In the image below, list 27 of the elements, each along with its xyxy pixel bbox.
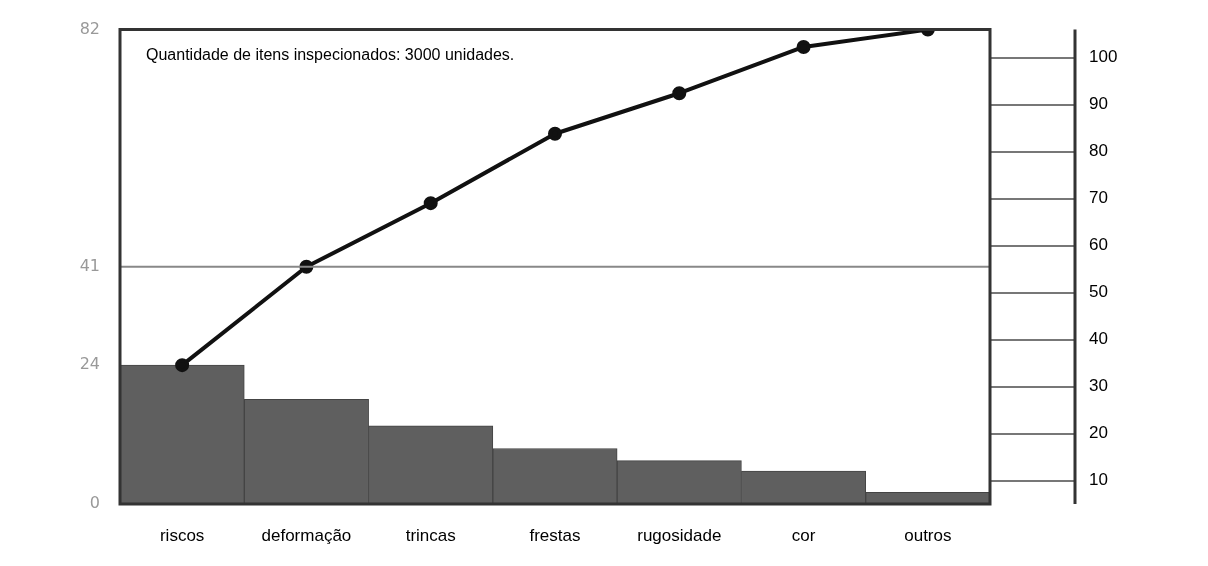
point bbox=[672, 86, 687, 101]
y-tick-label: 82 bbox=[79, 18, 100, 38]
x-tick-label: rugosidade bbox=[637, 525, 722, 545]
y2-tick-label: 60 bbox=[1089, 235, 1108, 255]
y-tick-label: 24 bbox=[79, 354, 100, 374]
y2-tick-label: 70 bbox=[1089, 188, 1108, 208]
x-tick-label: frestas bbox=[529, 525, 581, 545]
annotation: Quantidade de itens inspecionados: 3000 unidades. bbox=[146, 46, 515, 64]
point bbox=[423, 196, 438, 211]
x-tick-label: trincas bbox=[405, 525, 456, 545]
y-tick-label: 41 bbox=[79, 255, 100, 275]
x-tick-label: outros bbox=[904, 525, 952, 545]
y-tick-label: 0 bbox=[89, 493, 100, 513]
x-tick-label: deformação bbox=[261, 525, 352, 545]
y2-tick-label: 100 bbox=[1089, 47, 1118, 67]
point bbox=[796, 39, 811, 54]
y2-tick-label: 50 bbox=[1089, 282, 1108, 302]
x-tick-label: cor bbox=[791, 525, 816, 545]
y2-tick-label: 30 bbox=[1089, 376, 1108, 396]
y2-tick-label: 40 bbox=[1089, 329, 1108, 349]
y2-tick-label: 20 bbox=[1089, 423, 1108, 443]
point bbox=[548, 126, 562, 141]
x-tick-label: riscos bbox=[159, 525, 205, 545]
y2-tick-label: 10 bbox=[1089, 470, 1108, 490]
y2-tick-label: 90 bbox=[1089, 94, 1108, 114]
y2-tick-label: 80 bbox=[1089, 141, 1108, 161]
point bbox=[175, 358, 190, 373]
